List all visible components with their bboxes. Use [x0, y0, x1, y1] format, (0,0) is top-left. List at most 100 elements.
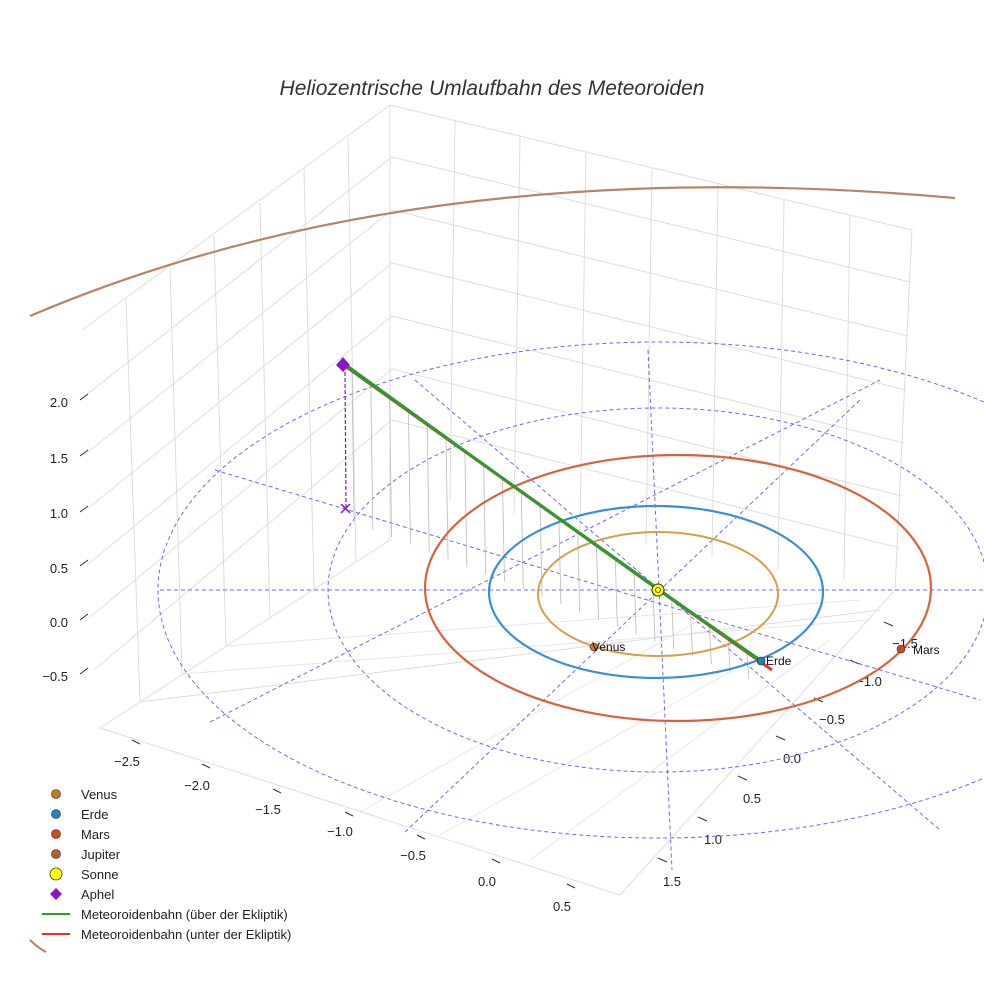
z-tick-label: 1.0 — [50, 506, 68, 521]
projection-line — [746, 653, 750, 680]
grid-y-line — [579, 152, 587, 531]
legend-mars: Mars — [81, 827, 110, 842]
grid-z-line — [93, 419, 393, 671]
legend-aphel-symbol — [50, 888, 62, 900]
grid-floor-line — [225, 599, 861, 647]
x-tick-mark — [131, 739, 141, 745]
x-tick-label: −1.5 — [255, 802, 281, 817]
projection-line — [389, 398, 393, 537]
legend-sun-symbol — [49, 867, 63, 881]
ref-spoke — [647, 349, 673, 871]
legend-venus: Venus — [81, 787, 118, 802]
grid-z-line — [83, 209, 393, 456]
z-tick-mark — [79, 559, 89, 567]
projection-line — [483, 465, 487, 575]
ref-spoke — [209, 379, 881, 723]
mars-orbit — [423, 453, 933, 723]
y-tick-label: 1.5 — [663, 874, 681, 889]
aphel-marker — [336, 357, 350, 372]
z-tick-mark — [79, 449, 89, 457]
legend-aphel: Aphel — [81, 887, 114, 902]
meteoroid-orbit-above-ecliptic-return — [347, 366, 761, 663]
grid-x-line — [303, 169, 315, 591]
y-tick-mark — [657, 857, 668, 863]
y-tick-label: 0.5 — [743, 791, 761, 806]
aphel-projection-marker — [340, 503, 351, 514]
grid-y-line — [449, 120, 456, 501]
projection-line — [727, 640, 731, 672]
x-tick-label: −1.0 — [327, 824, 353, 839]
grid-y-line — [513, 136, 521, 516]
y-tick-label: 1.0 — [704, 832, 722, 847]
x-tick-label: −2.0 — [184, 778, 210, 793]
earth-orbit — [487, 504, 825, 680]
legend-orbit-below: Meteoroidenbahn (unter der Ekliptik) — [81, 927, 291, 942]
x-axis-ticks: −2.5 −2.0 −1.5 −1.0 −0.5 0.0 0.5 — [114, 739, 576, 914]
projection-line — [426, 425, 430, 552]
projection-line — [633, 573, 637, 635]
projection-line — [539, 506, 543, 597]
projection-line — [690, 613, 693, 657]
ref-spoke — [404, 399, 861, 833]
grid-y-line — [645, 167, 653, 546]
x-tick-mark — [566, 883, 576, 889]
z-axis-ticks: 2.0 1.5 1.0 0.5 0.0 −0.5 — [42, 393, 89, 684]
x-tick-label: 0.5 — [553, 899, 571, 914]
grid-floor-line — [139, 609, 881, 703]
grid-y-line — [777, 199, 785, 571]
floor-outline — [99, 589, 896, 896]
y-tick-mark — [737, 775, 748, 781]
projection-line — [652, 586, 656, 642]
mars-label: Mars — [913, 643, 940, 657]
y-tick-mark — [697, 816, 708, 822]
grid-z-line — [391, 419, 901, 549]
projection-line — [708, 627, 712, 665]
grid-x-line — [213, 235, 227, 647]
sun-marker — [651, 583, 665, 597]
projection-line — [464, 452, 468, 567]
axes-grid — [81, 104, 913, 896]
legend-jupiter: Jupiter — [81, 847, 121, 862]
venus-marker — [589, 642, 599, 652]
x-tick-label: −0.5 — [400, 848, 426, 863]
grid-x-line — [347, 137, 357, 563]
legend-earth: Erde — [81, 807, 108, 822]
x-tick-mark — [491, 858, 501, 864]
z-tick-mark — [79, 613, 89, 621]
venus-orbit — [537, 531, 779, 657]
legend-mars-symbol — [51, 829, 61, 839]
grid-z-line — [81, 156, 393, 399]
sun-center-ring — [655, 587, 661, 593]
z-tick-label: 2.0 — [50, 395, 68, 410]
projection-lines — [351, 371, 750, 680]
back-pane-outline — [389, 104, 913, 591]
z-tick-mark — [79, 667, 89, 675]
earth-marker — [756, 656, 766, 666]
z-tick-mark — [79, 393, 89, 401]
projection-line — [408, 412, 411, 545]
aphel-drop-line — [344, 371, 347, 509]
projection-line — [445, 439, 449, 560]
legend-jupiter-symbol — [51, 849, 61, 859]
chart-title: Heliozentrische Umlaufbahn des Meteoroid… — [280, 77, 705, 100]
z-tick-mark — [79, 505, 89, 513]
y-tick-label: −0.5 — [819, 712, 845, 727]
x-tick-mark — [272, 788, 282, 794]
grid-z-line — [391, 315, 905, 444]
grid-z-line — [85, 262, 393, 511]
x-tick-label: −2.5 — [114, 754, 140, 769]
grid-x-line — [169, 267, 183, 675]
grid-y-line — [843, 214, 851, 581]
ref-circle-3au — [157, 341, 984, 839]
projection-line — [370, 385, 374, 530]
projection-line — [671, 600, 675, 650]
earth-label: Erde — [766, 654, 792, 668]
grid-z-line — [89, 368, 393, 618]
x-tick-mark — [201, 763, 211, 769]
grid-z-line — [391, 368, 903, 497]
x-tick-mark — [416, 834, 426, 840]
z-tick-label: −0.5 — [42, 669, 68, 684]
x-tick-mark — [344, 811, 354, 817]
projection-line — [614, 559, 618, 627]
